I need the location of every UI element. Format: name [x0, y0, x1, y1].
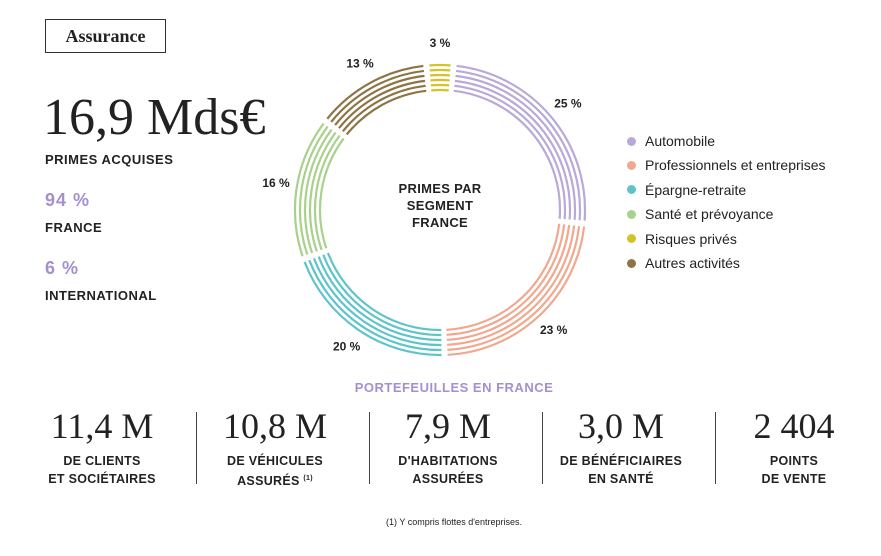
legend-label: Santé et prévoyance: [645, 206, 774, 223]
legend-swatch: [627, 160, 636, 170]
data-label: 20 %: [333, 339, 361, 353]
stat-label-text: DE VÉHICULES: [227, 454, 323, 468]
stat-label-text: DE BÉNÉFICIAIRES: [559, 454, 683, 468]
legend-label: Professionnels et entreprises: [645, 157, 826, 174]
legend-swatch: [627, 185, 636, 195]
note-ref: (1): [303, 475, 313, 482]
donut-segment: [446, 223, 586, 356]
stat-label-text: ASSURÉS: [237, 474, 300, 489]
data-label: 3 %: [430, 36, 451, 50]
legend-label: Épargne-retraite: [645, 181, 747, 198]
stat-label: DE VÉHICULES: [189, 452, 361, 470]
divider: [369, 412, 370, 484]
data-label: 25 %: [554, 96, 582, 110]
stat-value: 11,4 M: [50, 406, 154, 446]
split-value: 94 %: [45, 190, 91, 210]
legend-label: Autres activités: [645, 255, 740, 271]
split-label: INTERNATIONAL: [45, 288, 157, 303]
stat-label: ET SOCIÉTAIRES: [16, 470, 188, 488]
legend-item: Épargne-retraite: [627, 182, 746, 198]
footnote: (1) Y compris flottes d'entreprises.: [386, 517, 522, 527]
legend-label: Automobile: [645, 133, 716, 149]
portfolio-title: PORTEFEUILLES EN FRANCE: [354, 380, 554, 395]
legend-swatch: [627, 258, 636, 268]
stat-label: ASSURÉES: [362, 470, 534, 488]
stat-label-text: D'HABITATIONS: [398, 454, 498, 468]
badge: Assurance: [45, 19, 166, 53]
donut-segment: [429, 63, 451, 92]
donut-segment: [453, 64, 587, 221]
legend-item: Autres activités: [627, 255, 740, 271]
stat-label-text: DE VENTE: [761, 472, 827, 486]
stat-value: 2 404: [753, 406, 835, 446]
stat-value: 10,8 M: [222, 406, 327, 446]
stat-label: DE CLIENTS: [16, 452, 188, 470]
divider: [542, 412, 543, 484]
stat-label: D'HABITATIONS: [362, 452, 534, 470]
stat-value: 3,0 M: [577, 406, 664, 446]
stat-label-text: ASSURÉES: [412, 472, 484, 486]
legend-swatch: [627, 209, 636, 219]
stat-label: ASSURÉS (1): [189, 470, 361, 490]
legend-label: Risques privés: [645, 230, 737, 247]
legend-item: Automobile: [627, 133, 715, 149]
stat-label-text: ET SOCIÉTAIRES: [48, 472, 156, 486]
stat-label: EN SANTÉ: [535, 470, 707, 488]
divider: [715, 412, 716, 484]
legend-item: Santé et prévoyance: [627, 206, 773, 222]
data-label: 16 %: [262, 176, 290, 190]
stat-label-text: DE CLIENTS: [63, 454, 141, 468]
stat-value: 7,9 M: [404, 406, 491, 446]
donut-segment: [293, 122, 345, 257]
stat: 3,0 M DE BÉNÉFICIAIRES EN SANTÉ: [535, 406, 707, 488]
stat: 11,4 M DE CLIENTS ET SOCIÉTAIRES: [16, 406, 188, 488]
split-label: FRANCE: [45, 220, 103, 235]
stat-label: DE BÉNÉFICIAIRES: [535, 452, 707, 470]
stat: 7,9 M D'HABITATIONS ASSURÉES: [362, 406, 534, 488]
legend-swatch: [627, 234, 636, 244]
stat-label-text: EN SANTÉ: [588, 472, 654, 486]
stat-label-text: POINTS: [769, 454, 819, 468]
legend-item: Risques privés: [627, 231, 737, 247]
stat-label: DE VENTE: [708, 470, 880, 488]
divider: [196, 412, 197, 484]
donut-segment: [303, 252, 442, 357]
donut-segment: [326, 64, 427, 136]
split-value: 6 %: [45, 258, 80, 278]
chart-title: PRIMES PAR SEGMENT FRANCE: [398, 181, 482, 230]
stat: 2 404 POINTS DE VENTE: [708, 406, 880, 488]
data-label: 13 %: [346, 57, 374, 71]
headline-label: PRIMES ACQUISES: [45, 152, 174, 167]
donut-chart: 25 % 23 % 20 % 16 % 13 % 3 %: [262, 36, 587, 357]
data-label: 23 %: [540, 323, 568, 337]
legend-swatch: [627, 136, 636, 146]
legend-item: Professionnels et entreprises: [627, 157, 826, 173]
headline-value: 16,9 Mds€: [43, 89, 266, 146]
stat-label: POINTS: [708, 452, 880, 470]
stat: 10,8 M DE VÉHICULES ASSURÉS (1): [189, 406, 361, 490]
